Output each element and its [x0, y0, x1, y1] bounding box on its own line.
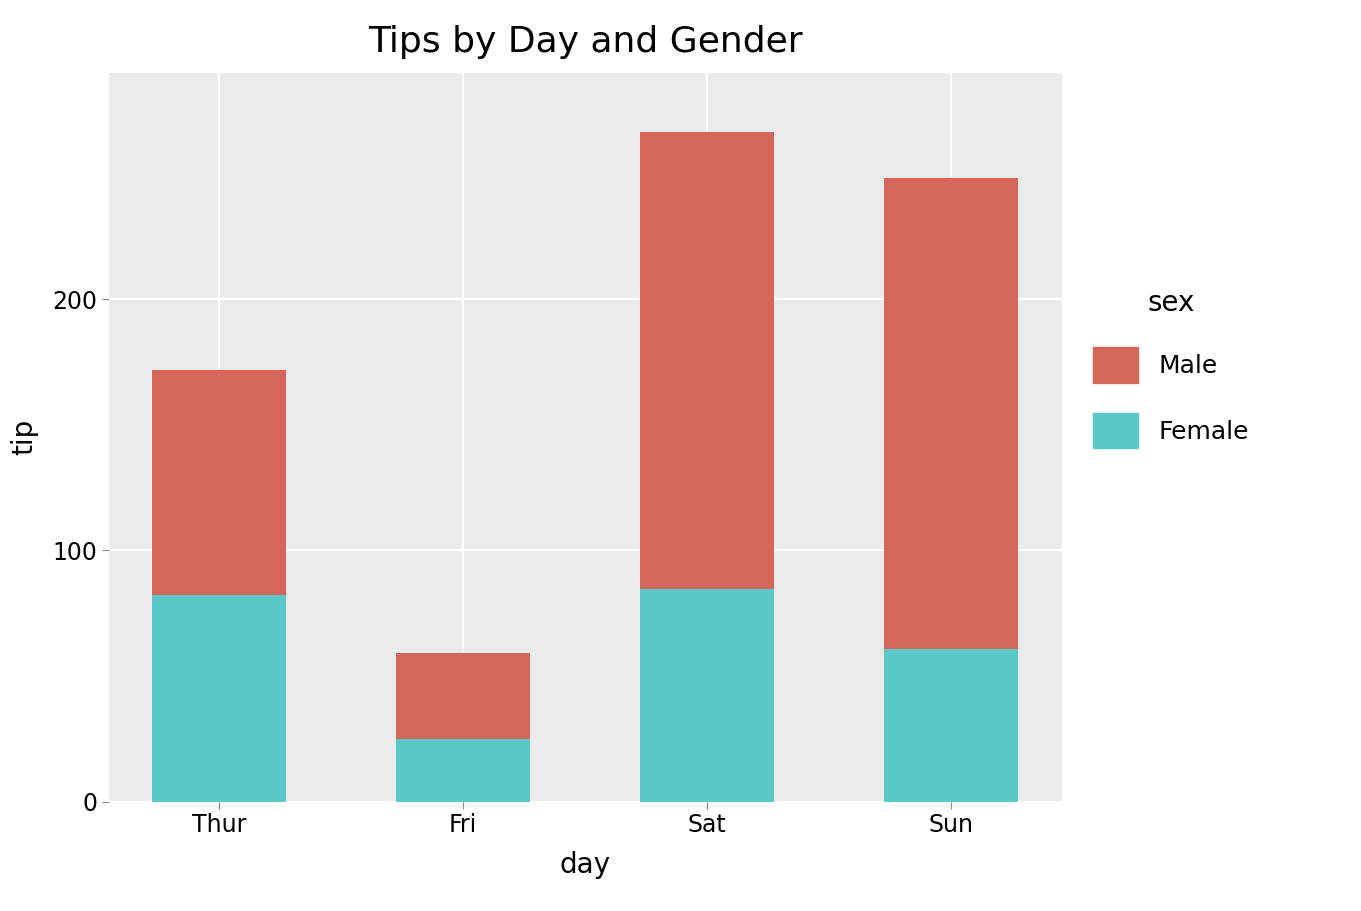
Bar	[396, 652, 531, 739]
Bar	[885, 650, 1018, 802]
Title: Tips by Day and Gender: Tips by Day and Gender	[367, 25, 803, 59]
Bar	[640, 589, 774, 802]
Bar	[885, 179, 1018, 650]
X-axis label: day: day	[559, 852, 611, 879]
Bar	[152, 370, 286, 595]
Y-axis label: tip: tip	[10, 419, 38, 456]
Bar	[640, 132, 774, 589]
Bar	[152, 595, 286, 802]
Bar	[396, 739, 531, 802]
Legend: Male, Female: Male, Female	[1093, 290, 1248, 448]
